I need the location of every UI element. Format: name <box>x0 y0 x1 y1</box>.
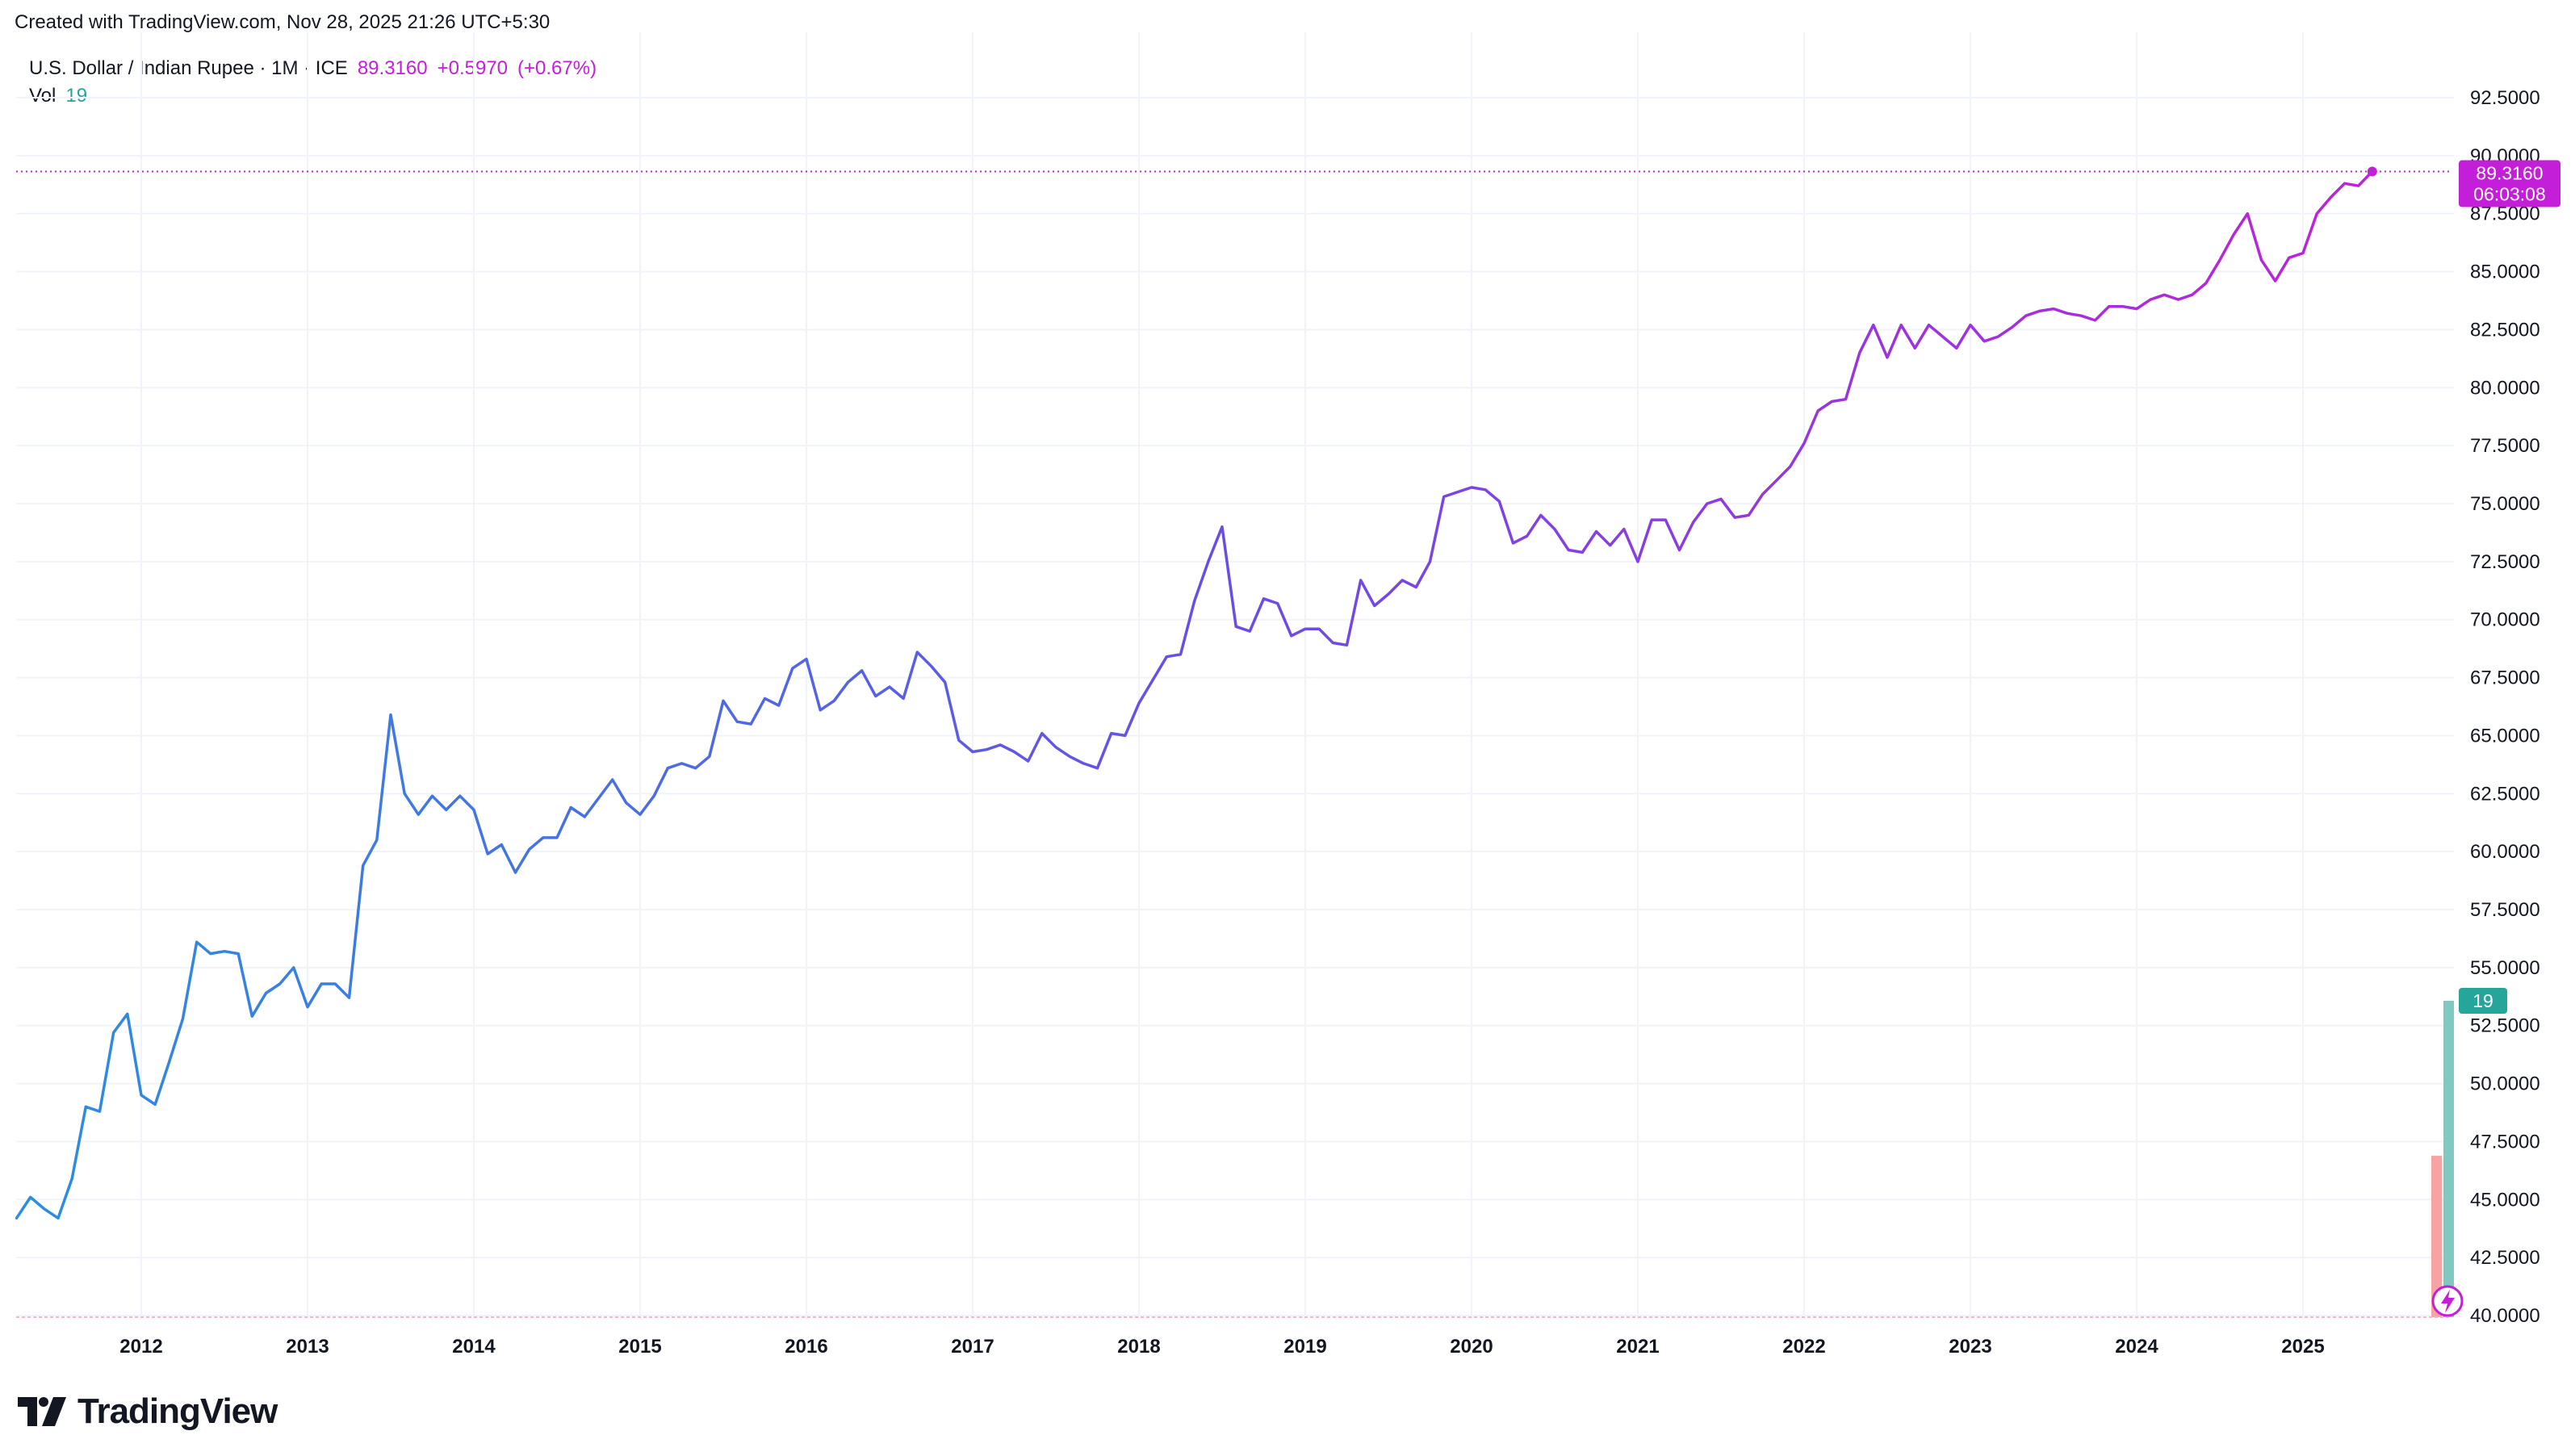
grid-lines <box>16 32 2454 1319</box>
x-tick-label: 2015 <box>618 1336 661 1358</box>
y-tick-label: 77.5000 <box>2470 435 2540 457</box>
price-tag <box>2459 160 2560 207</box>
symbol-title[interactable]: U.S. Dollar / Indian Rupee · 1M · ICE <box>29 57 348 79</box>
y-tick-label: 47.5000 <box>2470 1131 2540 1153</box>
y-tick-label: 65.0000 <box>2470 725 2540 747</box>
y-tick-label: 80.0000 <box>2470 377 2540 399</box>
price-axis[interactable]: 40.0000 42.5000 45.0000 47.5000 50.0000 52.50… <box>2470 87 2540 1327</box>
x-tick-label: 2019 <box>1283 1336 1326 1358</box>
legend-volume-row: Vol 19 <box>29 82 597 110</box>
volume-bars <box>2431 1001 2454 1317</box>
volume-bar <box>2443 1001 2454 1317</box>
x-tick-label: 2024 <box>2115 1336 2158 1358</box>
last-price: 89.3160 <box>357 57 428 79</box>
tradingview-logo: TradingView <box>18 1391 278 1432</box>
x-tick-label: 2022 <box>1782 1336 1825 1358</box>
x-tick-label: 2017 <box>951 1336 994 1358</box>
time-axis[interactable]: 2012 2013 2014 2015 2016 2017 2018 2019 2020 2021… <box>119 1336 2324 1358</box>
x-tick-label: 2016 <box>785 1336 827 1358</box>
x-tick-label: 2013 <box>286 1336 329 1358</box>
volume-value: 19 <box>65 85 88 107</box>
y-tick-label: 57.5000 <box>2470 899 2540 921</box>
y-tick-label: 42.5000 <box>2470 1247 2540 1269</box>
y-tick-label: 67.5000 <box>2470 667 2540 689</box>
x-tick-label: 2018 <box>1117 1336 1160 1358</box>
volume-tag <box>2459 988 2507 1014</box>
volume-label[interactable]: Vol <box>29 85 57 107</box>
x-tick-label: 2025 <box>2281 1336 2324 1358</box>
x-tick-label: 2014 <box>452 1336 496 1358</box>
y-tick-label: 72.5000 <box>2470 551 2540 573</box>
y-tick-label: 50.0000 <box>2470 1073 2540 1095</box>
created-with-text: Created with TradingView.com, Nov 28, 20… <box>15 11 551 33</box>
flash-icon <box>2441 1290 2455 1313</box>
y-tick-label: 62.5000 <box>2470 783 2540 805</box>
x-tick-label: 2023 <box>1949 1336 1991 1358</box>
volume-tag-value: 19 <box>2472 990 2493 1011</box>
y-tick-label: 40.0000 <box>2470 1305 2540 1327</box>
volume-bar <box>2431 1156 2442 1317</box>
y-tick-label: 82.5000 <box>2470 319 2540 341</box>
price-tag-countdown: 06:03:08 <box>2473 184 2546 205</box>
series-line-usd-inr <box>15 169 2374 1220</box>
price-change: +0.5970 <box>437 57 509 79</box>
last-price-dot <box>2367 166 2377 177</box>
chart-legend: U.S. Dollar / Indian Rupee · 1M · ICE 89… <box>29 55 597 110</box>
y-tick-label: 52.5000 <box>2470 1015 2540 1037</box>
tradingview-logo-icon <box>18 1397 66 1426</box>
x-tick-label: 2021 <box>1616 1336 1659 1358</box>
price-tag-value: 89.3160 <box>2476 163 2543 184</box>
y-tick-label: 85.0000 <box>2470 261 2540 283</box>
y-tick-label: 92.5000 <box>2470 87 2540 109</box>
y-tick-label: 55.0000 <box>2470 957 2540 979</box>
x-tick-label: 2012 <box>119 1336 162 1358</box>
y-tick-label: 45.0000 <box>2470 1189 2540 1211</box>
legend-symbol-row: U.S. Dollar / Indian Rupee · 1M · ICE 89… <box>29 55 597 82</box>
y-tick-label: 70.0000 <box>2470 609 2540 631</box>
price-change-percent: (+0.67%) <box>517 57 597 79</box>
y-tick-label: 75.0000 <box>2470 493 2540 515</box>
flash-icon-badge[interactable] <box>2431 1285 2464 1317</box>
x-tick-label: 2020 <box>1450 1336 1493 1358</box>
y-tick-label: 60.0000 <box>2470 841 2540 863</box>
tradingview-logo-text: TradingView <box>77 1391 278 1431</box>
